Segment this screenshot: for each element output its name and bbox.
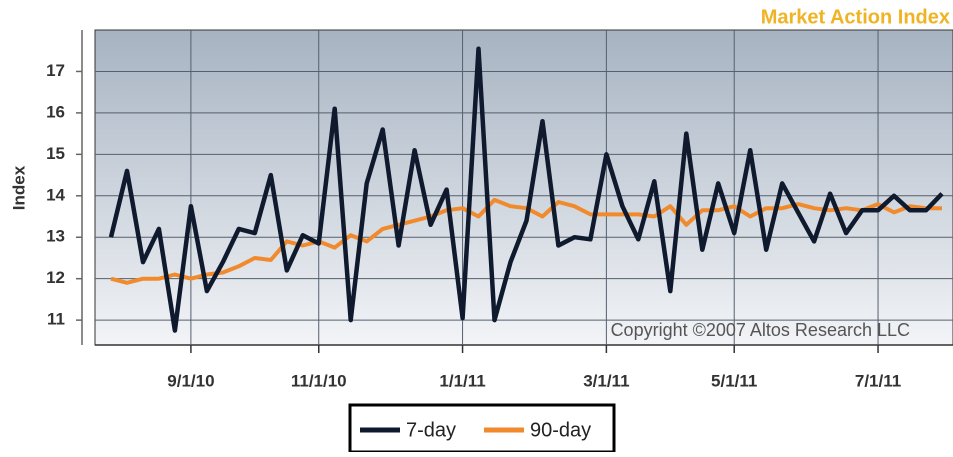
chart-title: Market Action Index [761,6,950,28]
y-tick-label: 15 [46,144,65,163]
plot-area [94,29,953,346]
y-tick-label: 11 [47,310,65,329]
x-tick-label: 7/1/11 [855,371,901,390]
lines [108,46,944,333]
y-tick-label: 16 [46,102,65,121]
x-tick-label: 3/1/11 [583,371,629,390]
copyright: Copyright ©2007 Altos Research LLC [611,320,910,340]
x-tick-label: 9/1/10 [167,371,214,390]
legend-label: 7-day [406,419,456,441]
y-tick-label: 13 [46,227,65,246]
y-axis-label: Index [9,165,28,210]
y-tick-label: 17 [46,61,65,80]
y-tick-label: 12 [46,268,65,287]
series-line [108,46,944,333]
x-tick-label: 1/1/11 [439,371,485,390]
y-tick-label: 14 [46,185,65,204]
legend-label: 90-day [530,419,591,441]
x-tick-label: 5/1/11 [711,371,757,390]
x-tick-label: 11/1/10 [291,371,347,390]
